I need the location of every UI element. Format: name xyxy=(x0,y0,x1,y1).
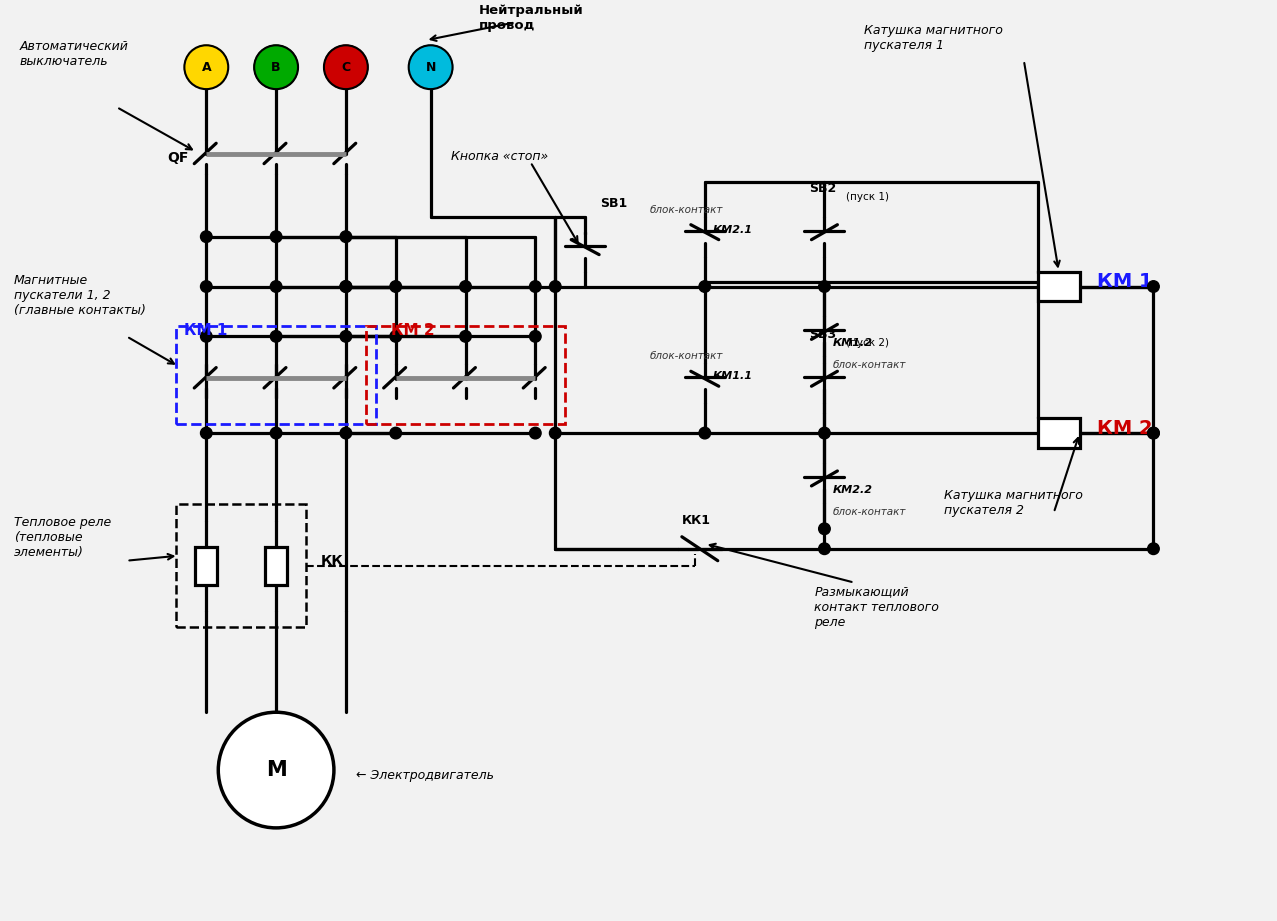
Circle shape xyxy=(184,45,229,89)
Text: КМ 2: КМ 2 xyxy=(1097,419,1152,437)
Bar xyxy=(1038,418,1079,448)
Text: Магнитные
пускатели 1, 2
(главные контакты): Магнитные пускатели 1, 2 (главные контак… xyxy=(14,274,146,317)
Circle shape xyxy=(530,331,541,343)
Circle shape xyxy=(549,427,561,439)
Text: N: N xyxy=(425,61,435,74)
Circle shape xyxy=(271,281,282,292)
Circle shape xyxy=(460,331,471,343)
Text: Тепловое реле
(тепловые
элементы): Тепловое реле (тепловые элементы) xyxy=(14,516,111,559)
Text: блок-контакт: блок-контакт xyxy=(650,204,723,215)
Bar xyxy=(1038,272,1079,301)
Text: (пуск 2): (пуск 2) xyxy=(847,338,889,348)
Text: SB3: SB3 xyxy=(810,329,836,342)
Circle shape xyxy=(340,231,351,242)
Circle shape xyxy=(200,427,212,439)
Text: КМ2.2: КМ2.2 xyxy=(833,485,872,495)
Text: блок-контакт: блок-контакт xyxy=(833,360,905,370)
Circle shape xyxy=(409,45,452,89)
Circle shape xyxy=(699,281,710,292)
Text: Катушка магнитного
пускателя 1: Катушка магнитного пускателя 1 xyxy=(865,24,1004,52)
Text: М: М xyxy=(266,760,286,780)
Circle shape xyxy=(1148,427,1160,439)
Circle shape xyxy=(254,45,298,89)
Circle shape xyxy=(549,281,561,292)
Text: Катушка магнитного
пускателя 2: Катушка магнитного пускателя 2 xyxy=(944,489,1083,517)
Circle shape xyxy=(1148,427,1160,439)
Circle shape xyxy=(819,281,830,292)
Text: (пуск 1): (пуск 1) xyxy=(847,192,889,202)
Text: блок-контакт: блок-контакт xyxy=(833,507,905,517)
Text: КМ1.1: КМ1.1 xyxy=(713,371,752,381)
Text: Кнопка «стоп»: Кнопка «стоп» xyxy=(451,150,548,163)
Text: КМ1.2: КМ1.2 xyxy=(833,338,872,348)
Circle shape xyxy=(271,331,282,343)
Text: КМ 1: КМ 1 xyxy=(1097,272,1152,291)
Circle shape xyxy=(271,231,282,242)
Text: Размыкающий
контакт теплового
реле: Размыкающий контакт теплового реле xyxy=(815,586,940,629)
Text: Автоматический
выключатель: Автоматический выключатель xyxy=(20,41,129,68)
Circle shape xyxy=(389,331,401,343)
Circle shape xyxy=(324,45,368,89)
Bar xyxy=(195,547,217,585)
Circle shape xyxy=(819,523,830,534)
Text: QF: QF xyxy=(167,151,189,165)
Circle shape xyxy=(1148,281,1160,292)
Circle shape xyxy=(340,281,351,292)
Text: блок-контакт: блок-контакт xyxy=(650,351,723,361)
Text: A: A xyxy=(202,61,211,74)
Text: C: C xyxy=(341,61,350,74)
Circle shape xyxy=(530,427,541,439)
Circle shape xyxy=(200,231,212,242)
Text: SB2: SB2 xyxy=(810,181,836,195)
Circle shape xyxy=(389,281,401,292)
Text: B: B xyxy=(271,61,281,74)
Circle shape xyxy=(819,543,830,554)
Circle shape xyxy=(200,331,212,343)
Circle shape xyxy=(340,281,351,292)
Circle shape xyxy=(389,427,401,439)
Bar xyxy=(266,547,287,585)
Text: КК: КК xyxy=(321,554,344,567)
Circle shape xyxy=(271,427,282,439)
Circle shape xyxy=(200,281,212,292)
Circle shape xyxy=(1148,543,1160,554)
Circle shape xyxy=(530,281,541,292)
Text: ← Электродвигатель: ← Электродвигатель xyxy=(356,768,494,782)
Text: SB1: SB1 xyxy=(600,197,627,210)
Text: КК1: КК1 xyxy=(682,514,711,527)
Circle shape xyxy=(218,712,333,828)
Text: КМ2.1: КМ2.1 xyxy=(713,225,752,235)
Circle shape xyxy=(460,281,471,292)
Text: КМ 1: КМ 1 xyxy=(184,323,227,338)
Text: КМ 2: КМ 2 xyxy=(391,323,434,338)
Text: Нейтральный
провод: Нейтральный провод xyxy=(479,5,584,32)
Circle shape xyxy=(340,427,351,439)
Circle shape xyxy=(699,427,710,439)
Circle shape xyxy=(819,427,830,439)
Circle shape xyxy=(340,331,351,343)
